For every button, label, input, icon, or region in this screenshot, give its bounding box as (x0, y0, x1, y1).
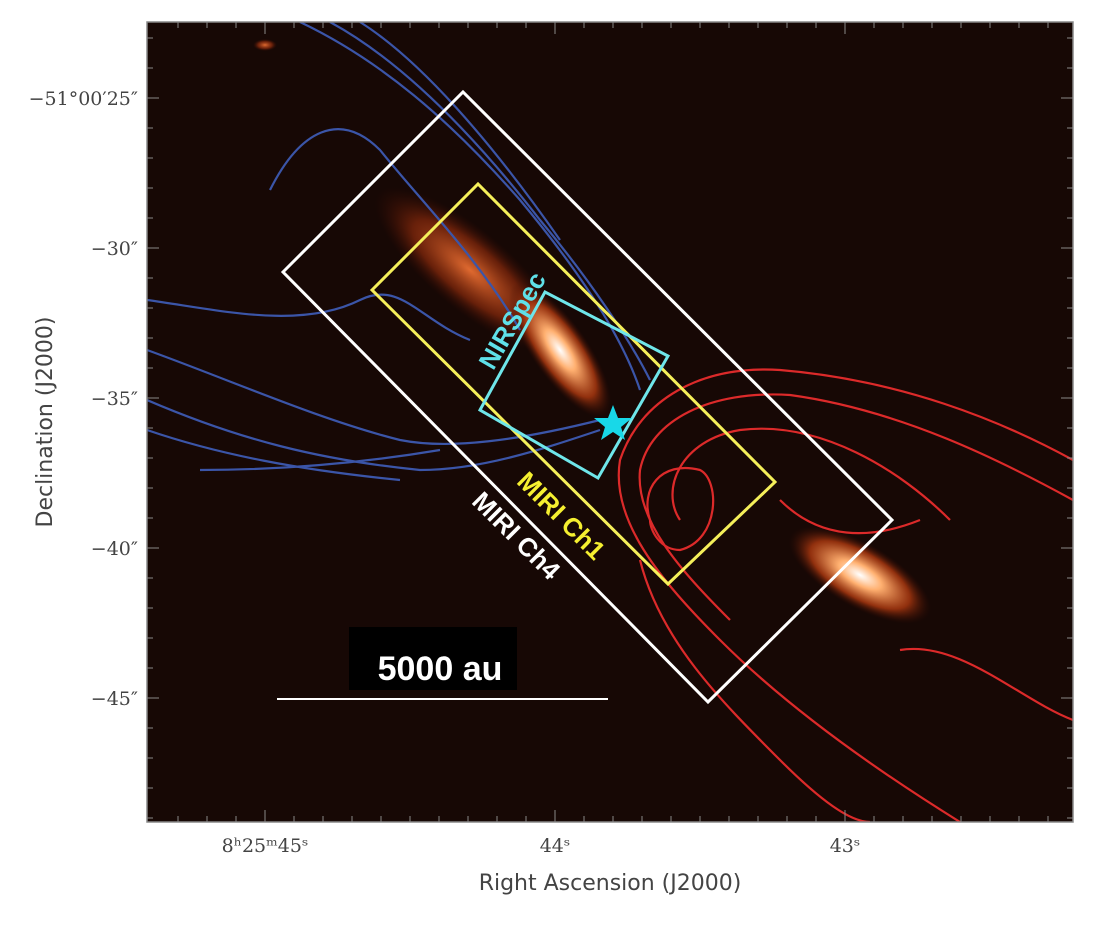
y-tick-label: −30″ (91, 238, 138, 260)
frame (146, 21, 1074, 823)
y-tick-label: −45″ (91, 688, 138, 710)
y-axis-label: Declination (J2000) (33, 317, 58, 528)
y-tick-label: −35″ (91, 388, 138, 410)
x-axis-label: Right Ascension (J2000) (479, 871, 742, 896)
y-tick-label: −40″ (91, 538, 138, 560)
scale-bar-label: 5000 au (378, 650, 503, 688)
y-tick-label: −51°00′25″ (29, 88, 138, 110)
blue-contours (147, 22, 651, 482)
image: NIRSpec MIRI Ch1 MIRI Ch4 5000 au (147, 22, 1073, 822)
ticks: −51°00′25″ −30″ −35″ −40″ −45″ 8ʰ25ᵐ45ˢ 44ˢ 43ˢ (29, 22, 1073, 857)
red-contours (617, 368, 1073, 822)
x-tick-label: 43ˢ (830, 835, 861, 857)
x-tick-label: 8ʰ25ᵐ45ˢ (222, 835, 309, 857)
x-tick-label: 44ˢ (540, 835, 571, 857)
